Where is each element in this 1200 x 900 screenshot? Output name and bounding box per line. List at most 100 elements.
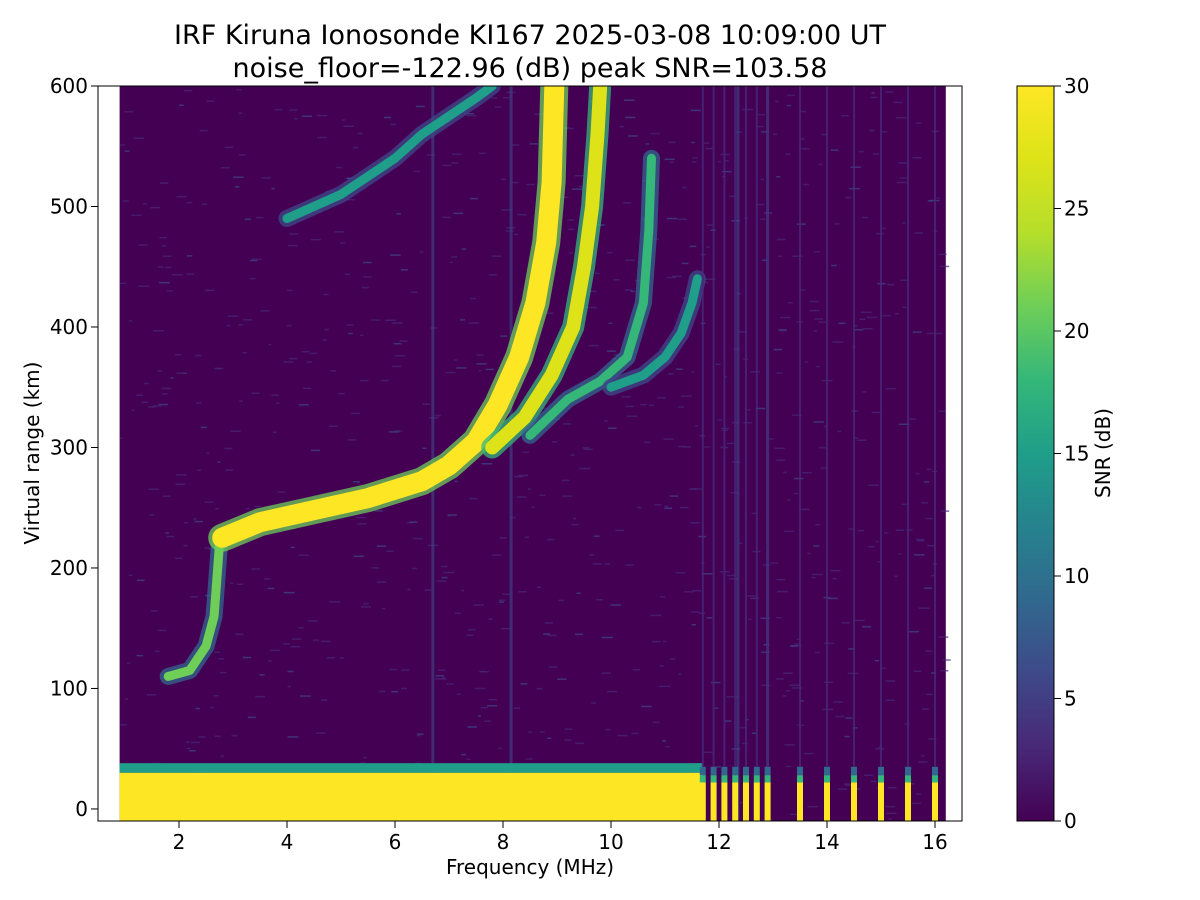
noise-cell xyxy=(518,474,529,477)
noise-cell xyxy=(415,105,425,108)
noise-cell xyxy=(664,507,673,510)
noise-cell xyxy=(573,517,577,520)
noise-cell xyxy=(513,233,519,236)
noise-cell xyxy=(761,651,770,653)
noise-cell xyxy=(128,574,133,577)
noise-cell xyxy=(729,578,738,580)
noise-cell xyxy=(794,492,799,495)
noise-cell xyxy=(650,132,660,135)
noise-cell xyxy=(543,633,550,635)
noise-cell xyxy=(324,328,329,331)
noise-cell xyxy=(608,322,612,325)
noise-cell xyxy=(562,495,573,497)
noise-cell xyxy=(782,695,787,697)
trace-core xyxy=(212,86,565,548)
noise-cell xyxy=(363,276,372,278)
noise-cell xyxy=(242,656,252,659)
noise-cell xyxy=(787,94,796,97)
noise-cell xyxy=(396,213,401,215)
noise-cell xyxy=(371,567,380,569)
trace-core xyxy=(163,539,224,681)
noise-cell xyxy=(357,523,367,525)
noise-cell xyxy=(361,286,369,289)
noise-cell xyxy=(468,322,480,324)
noise-cell xyxy=(424,589,432,591)
channel-mid xyxy=(932,775,938,783)
noise-cell xyxy=(276,402,280,405)
noise-cell xyxy=(355,516,366,519)
noise-cell xyxy=(726,696,738,698)
noise-cell xyxy=(301,115,312,118)
noise-cell xyxy=(702,573,713,575)
noise-cell xyxy=(467,726,478,728)
colorbar-tick-label: 20 xyxy=(1064,319,1089,343)
noise-cell xyxy=(677,218,687,221)
noise-cell xyxy=(868,484,879,486)
noise-cell xyxy=(250,277,256,280)
noise-cell xyxy=(477,715,481,717)
channel-bar xyxy=(710,782,717,821)
noise-cell xyxy=(873,153,880,155)
noise-cell xyxy=(610,604,621,606)
noise-cell xyxy=(917,540,925,542)
channel-edge xyxy=(721,766,728,776)
noise-cell xyxy=(927,544,935,547)
noise-cell xyxy=(362,261,372,264)
noise-cell xyxy=(339,657,345,659)
noise-cell xyxy=(217,461,221,463)
noise-cell xyxy=(863,328,873,330)
noise-cell xyxy=(756,113,765,116)
noise-cell xyxy=(807,805,818,808)
noise-cell xyxy=(925,517,933,520)
noise-cell xyxy=(435,414,441,417)
x-tick-label: 4 xyxy=(281,830,294,854)
colorbar-tick-label: 30 xyxy=(1064,74,1089,98)
noise-cell xyxy=(619,125,625,128)
noise-cell xyxy=(290,546,295,549)
noise-cell xyxy=(770,562,779,564)
noise-cell xyxy=(381,607,386,610)
noise-cell xyxy=(239,400,243,402)
noise-cell xyxy=(799,700,804,702)
channel-mid xyxy=(699,775,706,783)
noise-cell xyxy=(441,576,448,579)
channel-bar xyxy=(699,782,706,821)
noise-cell xyxy=(238,112,243,114)
noise-cell xyxy=(446,683,454,685)
noise-cell xyxy=(357,132,363,135)
noise-cell xyxy=(714,707,719,709)
noise-cell xyxy=(251,392,260,395)
noise-cell xyxy=(436,580,447,582)
noise-cell xyxy=(692,161,697,163)
noise-cell xyxy=(702,751,713,754)
noise-cell xyxy=(174,354,182,356)
colorbar-tick-label: 5 xyxy=(1064,687,1077,711)
x-axis-label: Frequency (MHz) xyxy=(446,855,614,879)
noise-cell xyxy=(724,720,732,722)
noise-cell xyxy=(310,449,320,452)
noise-cell xyxy=(326,657,335,659)
y-axis-ticks: 0 100 200 300 400 500 600 xyxy=(50,74,98,821)
noise-cell xyxy=(574,174,585,177)
noise-cell xyxy=(659,665,664,667)
noise-cell xyxy=(789,645,798,647)
noise-cell xyxy=(901,503,910,506)
noise-cell xyxy=(845,717,853,719)
noise-cell xyxy=(204,547,210,549)
noise-cell xyxy=(371,319,381,321)
noise-cell xyxy=(195,354,202,357)
noise-cell xyxy=(533,113,545,115)
noise-cell xyxy=(604,563,611,565)
noise-cell xyxy=(547,538,555,541)
noise-cell xyxy=(260,310,270,312)
noise-cell xyxy=(650,614,662,617)
noise-cell xyxy=(606,350,616,352)
channel-edge xyxy=(699,766,706,776)
noise-cell xyxy=(678,673,682,675)
noise-cell xyxy=(443,571,455,574)
noise-cell xyxy=(596,224,605,226)
noise-cell xyxy=(470,197,478,200)
noise-cell xyxy=(245,507,250,510)
noise-cell xyxy=(927,332,934,335)
noise-cell xyxy=(895,117,907,119)
